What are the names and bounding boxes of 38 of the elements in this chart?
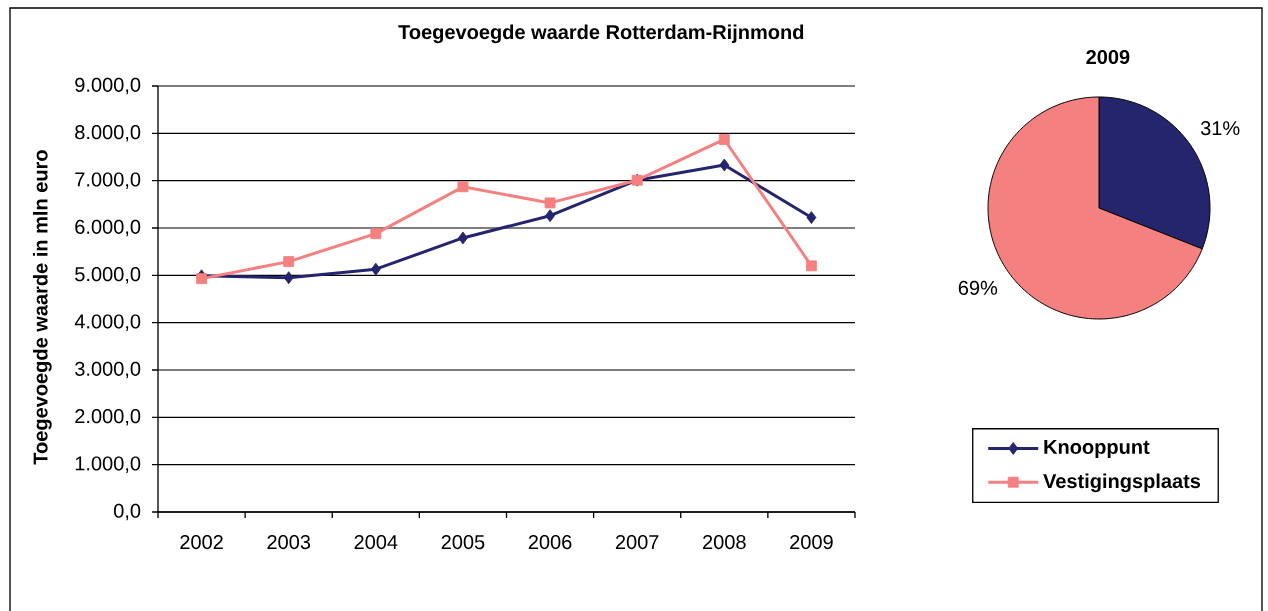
x-tick-label: 2004	[354, 534, 398, 550]
point	[806, 211, 817, 224]
point	[196, 273, 207, 285]
x-tick-label: 2002	[180, 534, 223, 550]
legend-label: Vestigingsplaats	[1043, 473, 1201, 493]
y-axis-title: Toegevoegde waarde in mln euro	[32, 150, 52, 465]
point	[283, 271, 294, 285]
y-tick-label: 9.000,0	[75, 77, 141, 95]
data-label: 31%	[1200, 121, 1240, 136]
point	[544, 197, 556, 209]
data-label: 69%	[958, 280, 998, 295]
y-tick-label: 0,0	[113, 503, 141, 521]
x-tick-label: 2003	[267, 534, 311, 550]
x-tick-label: 2007	[615, 534, 659, 550]
y-tick-label: 2.000,0	[75, 409, 141, 426]
legend-label: Knooppunt	[1044, 440, 1150, 458]
x-tick-label: 2009	[790, 534, 833, 550]
y-tick-label: 5.000,0	[75, 267, 141, 284]
point	[457, 181, 469, 193]
x-tick-label: 2006	[528, 534, 572, 550]
y-tick-label: 1.000,0	[75, 456, 141, 473]
y-tick-label: 6.000,0	[75, 219, 141, 237]
y-tick-label: 7.000,0	[75, 172, 141, 189]
y-tick-label: 8.000,0	[75, 125, 141, 142]
point	[370, 228, 382, 240]
chart-title: Toegevoegde waarde Rotterdam-Rijnmond	[398, 24, 804, 44]
point	[718, 134, 730, 145]
y-tick-label: 3.000,0	[75, 361, 141, 379]
y-tick-label: 4.000,0	[74, 314, 141, 331]
point	[283, 256, 295, 268]
chart-title: 2009	[1086, 49, 1130, 65]
point	[806, 260, 817, 272]
point	[545, 209, 555, 223]
point	[370, 262, 381, 276]
x-tick-label: 2005	[441, 534, 485, 550]
point	[719, 158, 730, 172]
x-tick-label: 2008	[703, 534, 746, 550]
point	[458, 231, 468, 245]
